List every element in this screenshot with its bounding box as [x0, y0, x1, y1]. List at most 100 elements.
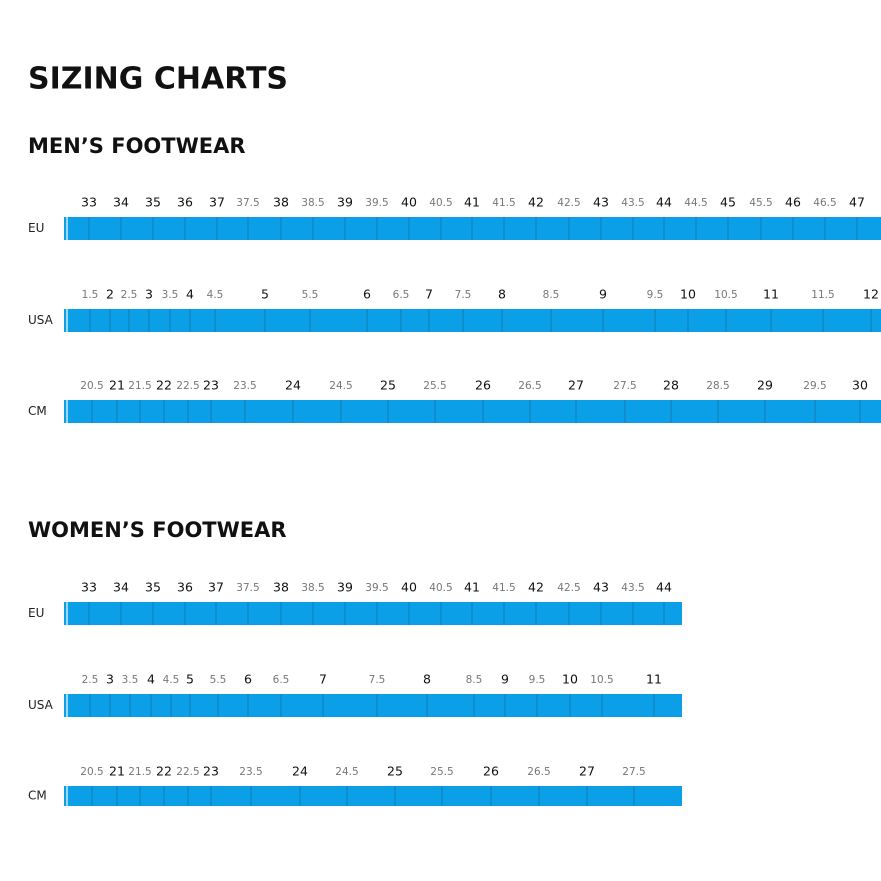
size-label: 6.5 [393, 289, 410, 301]
size-label: 11 [763, 287, 779, 302]
size-label: 27 [568, 378, 584, 393]
size-label: 39 [337, 580, 353, 595]
size-label: 37 [209, 195, 225, 210]
size-label: 28.5 [706, 380, 729, 392]
size-label: 28 [663, 378, 679, 393]
size-label: 41 [464, 195, 480, 210]
size-label: 9 [501, 672, 509, 687]
size-label: 5 [186, 672, 194, 687]
size-label: 10.5 [590, 674, 613, 686]
size-label: 12 [863, 287, 879, 302]
size-label: 9 [599, 287, 607, 302]
size-label: 1.5 [82, 289, 99, 301]
size-label: 11 [646, 672, 662, 687]
size-label: 25.5 [423, 380, 446, 392]
size-label: 3 [106, 672, 114, 687]
size-label: 5 [261, 287, 269, 302]
size-label: 37.5 [236, 197, 259, 209]
size-label: 10 [562, 672, 578, 687]
size-label: 21.5 [128, 380, 151, 392]
size-label: 38.5 [301, 582, 324, 594]
size-label: 36 [177, 195, 193, 210]
size-label: 22 [156, 378, 172, 393]
size-label: 6 [244, 672, 252, 687]
size-label: 24.5 [335, 766, 358, 778]
size-label: 47 [849, 195, 865, 210]
size-label: 46.5 [813, 197, 836, 209]
size-label: 38 [273, 580, 289, 595]
row-label: USA [28, 698, 54, 712]
size-label: 33 [81, 195, 97, 210]
size-label: 8 [498, 287, 506, 302]
size-label: 29.5 [803, 380, 826, 392]
size-label: 4 [147, 672, 155, 687]
size-label: 22 [156, 764, 172, 779]
size-label: 10.5 [714, 289, 737, 301]
row-label: USA [28, 313, 54, 327]
size-label: 7.5 [369, 674, 386, 686]
size-label: 8 [423, 672, 431, 687]
size-bar [64, 400, 881, 423]
size-label: 41.5 [492, 582, 515, 594]
size-bar [64, 694, 682, 717]
size-label: 5.5 [302, 289, 319, 301]
size-bar [64, 602, 682, 625]
size-label: 29 [757, 378, 773, 393]
size-label: 41 [464, 580, 480, 595]
section-title: MEN’S FOOTWEAR [28, 134, 246, 158]
size-label: 43 [593, 195, 609, 210]
size-label: 33 [81, 580, 97, 595]
size-label: 38.5 [301, 197, 324, 209]
size-label: 39 [337, 195, 353, 210]
size-bar [64, 786, 682, 806]
size-label: 44 [656, 580, 672, 595]
size-label: 34 [113, 580, 129, 595]
size-label: 27.5 [622, 766, 645, 778]
size-label: 23 [203, 378, 219, 393]
row-label: CM [28, 789, 47, 803]
size-label: 42 [528, 195, 544, 210]
size-label: 20.5 [80, 380, 103, 392]
size-label: 4 [186, 287, 194, 302]
size-label: 21 [109, 378, 125, 393]
size-label: 8.5 [543, 289, 560, 301]
size-label: 7 [425, 287, 433, 302]
size-label: 36 [177, 580, 193, 595]
size-label: 27 [579, 764, 595, 779]
size-label: 9.5 [647, 289, 664, 301]
size-label: 42.5 [557, 197, 580, 209]
size-label: 2.5 [82, 674, 99, 686]
size-label: 3.5 [162, 289, 179, 301]
size-label: 22.5 [176, 380, 199, 392]
row-label: EU [28, 606, 44, 620]
size-label: 27.5 [613, 380, 636, 392]
size-label: 40.5 [429, 197, 452, 209]
section-title: WOMEN’S FOOTWEAR [28, 518, 287, 542]
size-label: 43 [593, 580, 609, 595]
size-label: 11.5 [811, 289, 834, 301]
size-label: 25.5 [430, 766, 453, 778]
size-label: 35 [145, 580, 161, 595]
size-bar [64, 217, 881, 240]
size-label: 23 [203, 764, 219, 779]
size-label: 37.5 [236, 582, 259, 594]
size-label: 5.5 [210, 674, 227, 686]
size-label: 40 [401, 195, 417, 210]
size-label: 23.5 [233, 380, 256, 392]
size-label: 23.5 [239, 766, 262, 778]
row-label: CM [28, 404, 47, 418]
size-label: 35 [145, 195, 161, 210]
size-label: 40.5 [429, 582, 452, 594]
row-label: EU [28, 221, 44, 235]
size-label: 6.5 [273, 674, 290, 686]
size-label: 26 [475, 378, 491, 393]
size-label: 45.5 [749, 197, 772, 209]
size-label: 42 [528, 580, 544, 595]
size-label: 26.5 [527, 766, 550, 778]
size-label: 39.5 [365, 582, 388, 594]
size-label: 21.5 [128, 766, 151, 778]
size-label: 24.5 [329, 380, 352, 392]
size-label: 6 [363, 287, 371, 302]
size-label: 40 [401, 580, 417, 595]
